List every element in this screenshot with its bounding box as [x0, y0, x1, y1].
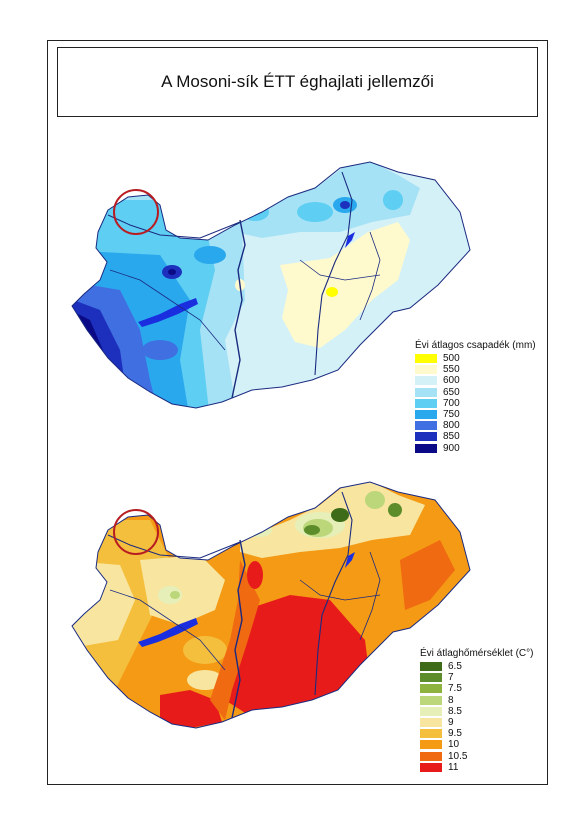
- precip-legend-item: 550: [415, 364, 536, 375]
- page-frame: [47, 40, 548, 785]
- precip-legend-swatch: [415, 365, 437, 375]
- temp-legend-item: 10.5: [420, 751, 533, 762]
- temp-legend-item: 7.5: [420, 683, 533, 694]
- temp-legend-swatch: [420, 718, 442, 728]
- precip-legend-label: 700: [443, 397, 460, 409]
- precip-legend-item: 750: [415, 409, 536, 420]
- temp-legend-swatch: [420, 762, 442, 772]
- precip-legend: Évi átlagos csapadék (mm) 500 550 600 650 70…: [415, 340, 536, 454]
- precip-legend-item: 900: [415, 443, 536, 454]
- precip-legend-label: 550: [443, 364, 460, 376]
- temp-legend: Évi átlaghőmérséklet (C°) 6.5 7 7.5 8 8.5 9 9.…: [420, 648, 533, 773]
- temperature-map: [71, 481, 471, 729]
- precipitation-map: [71, 161, 471, 409]
- precip-legend-swatch: [415, 387, 437, 397]
- temp-legend-swatch: [420, 684, 442, 694]
- precip-legend-swatch: [415, 421, 437, 431]
- precip-legend-item: 700: [415, 398, 536, 409]
- temp-legend-label: 9: [448, 717, 454, 729]
- highlight-circle-temp: [113, 509, 159, 555]
- precip-legend-swatch: [415, 443, 437, 453]
- temp-legend-label: 8.5: [448, 705, 462, 717]
- temp-legend-label: 11: [448, 761, 459, 773]
- temp-legend-swatch: [420, 740, 442, 750]
- temp-legend-item: 7: [420, 672, 533, 683]
- precip-legend-label: 850: [443, 431, 460, 443]
- temp-legend-label: 6.5: [448, 661, 462, 673]
- precip-legend-swatch: [415, 354, 437, 364]
- temp-legend-item: 9: [420, 717, 533, 728]
- highlight-circle-precip: [113, 189, 159, 235]
- temp-legend-label: 10.5: [448, 750, 468, 762]
- precip-legend-swatch: [415, 376, 437, 386]
- temp-legend-item: 8: [420, 695, 533, 706]
- temp-legend-title: Évi átlaghőmérséklet (C°): [420, 648, 534, 659]
- temp-legend-label: 10: [448, 739, 460, 751]
- page-title: A Mosoni-sík ÉTT éghajlati jellemzői: [161, 72, 434, 91]
- temp-legend-swatch: [420, 673, 442, 683]
- temp-legend-label: 7.5: [448, 683, 462, 695]
- precip-legend-label: 600: [443, 375, 460, 387]
- precip-legend-swatch: [415, 410, 437, 420]
- precip-legend-label: 750: [443, 409, 460, 421]
- temp-legend-swatch: [420, 729, 442, 739]
- temp-legend-swatch: [420, 706, 442, 716]
- temp-legend-label: 7: [448, 672, 454, 684]
- precip-legend-item: 650: [415, 387, 536, 398]
- temp-legend-label: 9.5: [448, 728, 462, 740]
- temp-legend-item: 10: [420, 739, 533, 750]
- precip-legend-item: 600: [415, 375, 536, 386]
- title-box: A Mosoni-sík ÉTT éghajlati jellemzői: [57, 47, 538, 117]
- precip-legend-title: Évi átlagos csapadék (mm): [415, 340, 536, 351]
- precip-legend-label: 900: [443, 442, 460, 454]
- temp-legend-label: 8: [448, 694, 454, 706]
- precip-legend-item: 850: [415, 431, 536, 442]
- precip-legend-label: 500: [443, 353, 460, 365]
- precip-legend-item: 800: [415, 420, 536, 431]
- temp-legend-item: 11: [420, 762, 533, 773]
- precip-legend-label: 650: [443, 386, 460, 398]
- precip-legend-label: 800: [443, 420, 460, 432]
- temp-legend-swatch: [420, 695, 442, 705]
- temp-legend-item: 9.5: [420, 728, 533, 739]
- temp-legend-item: 8.5: [420, 706, 533, 717]
- precip-legend-swatch: [415, 432, 437, 442]
- temp-legend-swatch: [420, 751, 442, 761]
- precip-legend-item: 500: [415, 353, 536, 364]
- temp-legend-item: 6.5: [420, 661, 533, 672]
- precip-legend-swatch: [415, 398, 437, 408]
- temp-legend-swatch: [420, 662, 442, 672]
